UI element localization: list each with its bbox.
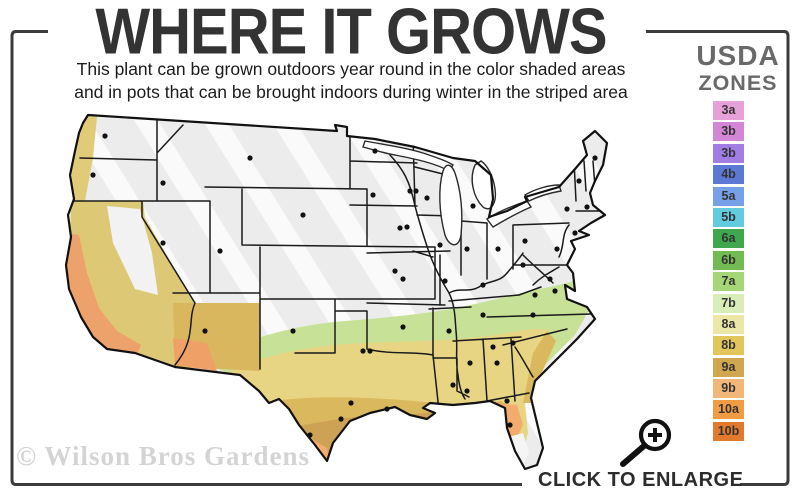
legend-title-usda: USDA: [696, 40, 780, 71]
legend-title: USDA ZONES: [682, 42, 794, 95]
zone-chip-5b: 5b: [713, 207, 744, 227]
us-outline: [64, 113, 609, 471]
zone-chip-9b: 9b: [713, 379, 744, 399]
zone-chip-3b: 3b: [713, 122, 744, 142]
zone-list: 3a 3b 3b 4b 5a 5b 6a 6b 7a 7b 8a 8b 9a 9b 10a 10b: [713, 101, 744, 443]
zone-chip-8b: 8b: [713, 336, 744, 356]
zone-white-south-florida: [498, 433, 529, 469]
zone-arizona-orange: [173, 338, 217, 371]
subtitle-line-2: and in pots that can be brought indoors …: [74, 82, 628, 103]
state-borders-west: [68, 116, 451, 370]
zone-sierra-white: [107, 206, 158, 295]
zone-chip-8a: 8a: [713, 314, 744, 334]
zone-chip-6a: 6a: [713, 229, 744, 249]
zone-chip-6b: 6b: [713, 250, 744, 270]
zone-chip-9a: 9a: [713, 357, 744, 377]
legend-title-zones: ZONES: [698, 71, 778, 95]
zone-chip-4b: 4b: [713, 165, 744, 185]
page-title: WHERE IT GROWS: [95, 0, 607, 68]
city-dots: [90, 133, 598, 438]
zone-chip-3a: 3a: [713, 101, 744, 120]
subtitle-line-1: This plant can be grown outdoors year ro…: [76, 59, 626, 79]
zone-chip-7b: 7b: [713, 293, 744, 313]
zone-chip-3b: 3b: [713, 143, 744, 163]
us-map-svg: [64, 113, 609, 471]
zone-chip-7a: 7a: [713, 272, 744, 292]
magnifier-zoom-icon[interactable]: [615, 411, 677, 471]
lake-erie: [485, 200, 533, 228]
zone-chip-5a: 5a: [713, 186, 744, 206]
click-to-enlarge-button[interactable]: CLICK TO ENLARGE: [538, 469, 744, 491]
subtitle: This plant can be grown outdoors year ro…: [58, 58, 644, 104]
zone-chip-10b: 10b: [713, 421, 744, 441]
watermark: © Wilson Bros Gardens: [16, 441, 310, 471]
usda-zones-map[interactable]: [55, 103, 645, 493]
zone-chip-10a: 10a: [713, 400, 744, 420]
lake-michigan: [439, 164, 463, 246]
state-borders-east: [389, 134, 600, 412]
